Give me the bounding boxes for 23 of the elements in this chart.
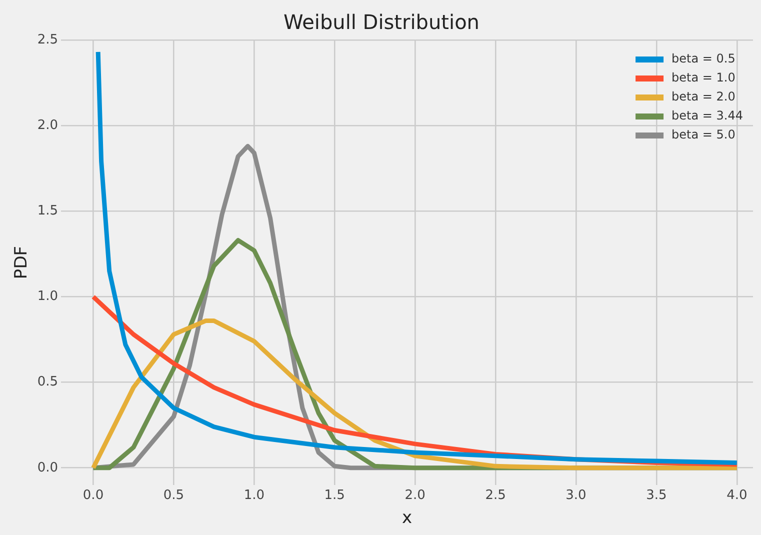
- x-tick-label: 0.0: [82, 488, 104, 504]
- x-tick-label: 0.5: [163, 488, 184, 504]
- chart-title: Weibull Distribution: [284, 10, 480, 34]
- y-tick-label: 0.5: [37, 374, 58, 390]
- legend-label: beta = 0.5: [672, 52, 736, 66]
- y-axis-title: PDF: [12, 246, 32, 280]
- y-tick-label: 1.5: [37, 204, 58, 219]
- y-tick-label: 2.0: [37, 118, 58, 133]
- y-tick-label: 2.5: [37, 32, 58, 48]
- legend-label: beta = 1.0: [672, 70, 736, 85]
- y-tick-label: 0.0: [37, 460, 58, 476]
- x-tick-label: 1.5: [324, 488, 345, 504]
- x-tick-label: 3.5: [646, 488, 667, 504]
- x-tick-label: 1.0: [244, 488, 265, 504]
- x-axis-title: x: [402, 508, 412, 528]
- y-tick-label: 1.0: [37, 289, 58, 304]
- legend-label: beta = 3.44: [672, 108, 744, 123]
- x-tick-label: 2.0: [404, 488, 426, 504]
- legend-label: beta = 2.0: [672, 90, 736, 104]
- x-tick-label: 4.0: [726, 488, 748, 504]
- x-tick-label: 3.0: [566, 488, 586, 504]
- legend-label: beta = 5.0: [672, 128, 736, 142]
- x-tick-label: 2.5: [485, 488, 506, 504]
